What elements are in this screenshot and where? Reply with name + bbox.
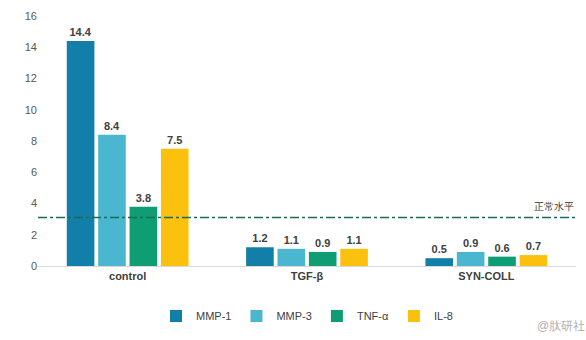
- svg-text:14: 14: [25, 41, 37, 53]
- svg-text:4: 4: [31, 197, 37, 209]
- svg-text:10: 10: [25, 104, 37, 116]
- svg-text:8: 8: [31, 135, 37, 147]
- svg-text:16: 16: [25, 10, 37, 22]
- svg-text:1.1: 1.1: [346, 234, 361, 246]
- svg-text:0.7: 0.7: [526, 240, 541, 252]
- svg-text:0.6: 0.6: [494, 242, 509, 254]
- svg-text:SYN-COLL: SYN-COLL: [458, 270, 514, 282]
- svg-text:7.5: 7.5: [167, 134, 182, 146]
- svg-text:3.8: 3.8: [136, 192, 151, 204]
- svg-text:control: control: [109, 270, 146, 282]
- svg-text:0.5: 0.5: [432, 243, 447, 255]
- svg-text:8.4: 8.4: [104, 120, 120, 132]
- svg-text:TNF-α: TNF-α: [357, 310, 389, 322]
- svg-text:6: 6: [31, 166, 37, 178]
- svg-text:正常水平: 正常水平: [534, 201, 574, 212]
- svg-text:0.9: 0.9: [463, 237, 478, 249]
- svg-text:TGF-β: TGF-β: [291, 270, 324, 282]
- svg-text:0: 0: [31, 260, 37, 272]
- svg-text:2: 2: [31, 229, 37, 241]
- svg-text:1.1: 1.1: [284, 234, 299, 246]
- svg-text:12: 12: [25, 72, 37, 84]
- svg-text:MMP-1: MMP-1: [196, 310, 231, 322]
- svg-text:14.4: 14.4: [69, 26, 91, 38]
- svg-text:0.9: 0.9: [315, 237, 330, 249]
- svg-text:@肽研社: @肽研社: [537, 319, 585, 333]
- svg-text:MMP-3: MMP-3: [276, 310, 311, 322]
- svg-text:1.2: 1.2: [252, 232, 267, 244]
- svg-text:IL-8: IL-8: [434, 310, 453, 322]
